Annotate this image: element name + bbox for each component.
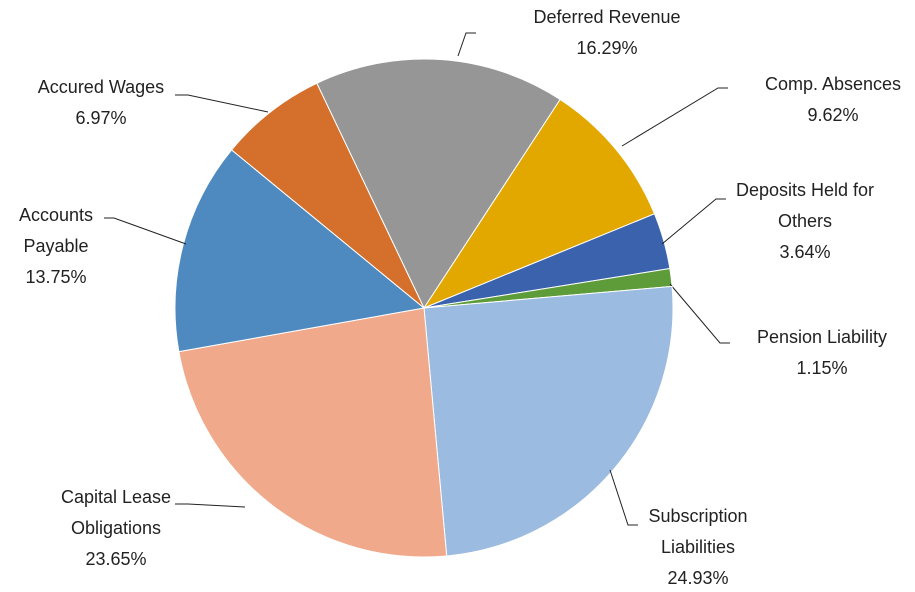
slice-label: Capital Lease Obligations 23.65%	[49, 482, 184, 575]
leader-line	[175, 94, 269, 113]
leader-line	[104, 217, 187, 245]
percent-label: 6.97%	[75, 108, 127, 128]
category-name: Accounts Payable	[18, 205, 94, 256]
percent-label: 9.62%	[807, 105, 859, 125]
slice-label: Comp. Absences 9.62%	[733, 69, 915, 131]
percent-label: 23.65%	[85, 549, 147, 569]
slice-label: Subscription Liabilities 24.93%	[636, 501, 761, 592]
slice-label: Deferred Revenue 16.29%	[477, 2, 737, 64]
pie-slice	[422, 98, 656, 310]
slice-label: Deposits Held for Others 3.64%	[735, 175, 875, 268]
percent-label: 16.29%	[576, 38, 638, 58]
pie-slice	[178, 307, 448, 558]
slice-label: Accured Wages 6.97%	[1, 72, 201, 134]
category-name: Comp. Absences	[764, 74, 902, 94]
leader-line	[175, 503, 246, 508]
leader-line	[669, 283, 730, 344]
pie-slice	[316, 58, 561, 310]
percent-label: 13.75%	[25, 267, 87, 287]
leader-line	[621, 87, 728, 147]
pie-slice	[423, 285, 674, 557]
leader-line	[661, 198, 726, 245]
category-name: Capital Lease Obligations	[60, 487, 172, 538]
percent-label: 1.15%	[796, 358, 848, 378]
category-name: Accured Wages	[37, 77, 165, 97]
leader-line	[457, 32, 476, 57]
leader-line	[609, 469, 638, 526]
category-name: Subscription Liabilities	[648, 506, 748, 557]
pie-slice	[174, 149, 426, 353]
slice-label: Pension Liability 1.15%	[722, 322, 915, 384]
category-name: Deposits Held for Others	[735, 180, 875, 231]
category-name: Pension Liability	[756, 327, 888, 347]
slice-label: Accounts Payable 13.75%	[9, 200, 104, 293]
pie-slice	[230, 82, 425, 309]
category-name: Deferred Revenue	[533, 7, 681, 27]
percent-label: 3.64%	[779, 242, 831, 262]
percent-label: 24.93%	[667, 568, 729, 588]
